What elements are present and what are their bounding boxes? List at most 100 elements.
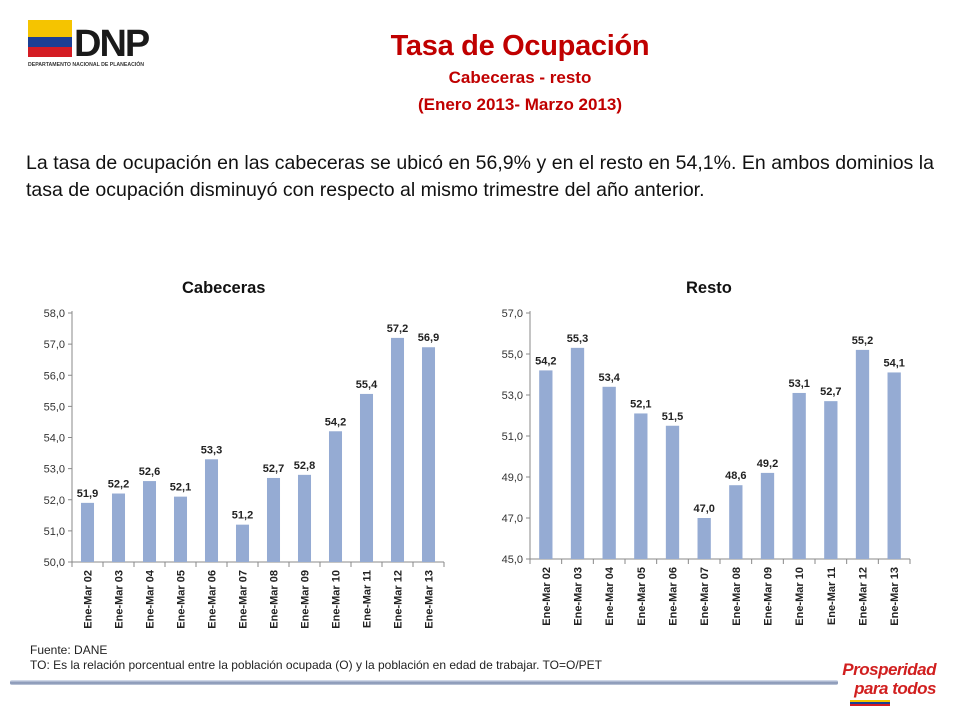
- data-label: 54,2: [325, 416, 346, 428]
- y-tick-label: 55,0: [502, 349, 523, 361]
- category-label: Ene-Mar 04: [604, 566, 616, 626]
- logo-wordmark: DNP: [74, 23, 150, 65]
- category-label: Ene-Mar 13: [889, 567, 901, 626]
- header: Tasa de Ocupación Cabeceras - resto (Ene…: [250, 28, 790, 116]
- brand-swoosh: [850, 700, 890, 706]
- category-label: Ene-Mar 08: [269, 570, 281, 629]
- bar: [421, 347, 436, 562]
- bar: [359, 393, 374, 562]
- category-label: Ene-Mar 02: [83, 570, 95, 629]
- y-tick-label: 51,0: [44, 526, 65, 538]
- data-label: 55,4: [356, 379, 378, 391]
- bar: [204, 459, 219, 562]
- footer-divider: [10, 680, 838, 685]
- bar: [390, 337, 405, 562]
- category-label: Ene-Mar 09: [300, 570, 312, 629]
- bar: [602, 386, 616, 559]
- category-label: Ene-Mar 12: [858, 567, 870, 626]
- data-label: 51,2: [232, 510, 253, 522]
- data-label: 52,2: [108, 479, 129, 491]
- category-label: Ene-Mar 06: [668, 567, 680, 626]
- bar: [887, 372, 901, 559]
- category-label: Ene-Mar 05: [176, 570, 188, 629]
- page-title: Tasa de Ocupación: [390, 30, 650, 62]
- category-label: Ene-Mar 07: [699, 567, 711, 626]
- data-label: 53,1: [788, 378, 809, 390]
- summary-paragraph: La tasa de ocupación en las cabeceras se…: [26, 152, 934, 201]
- data-label: 57,2: [387, 323, 408, 335]
- category-label: Ene-Mar 07: [238, 570, 250, 629]
- y-tick-label: 55,0: [44, 401, 65, 413]
- flag-yellow-stripe: [28, 20, 72, 37]
- data-label: 55,3: [567, 333, 588, 345]
- category-label: Ene-Mar 03: [114, 570, 126, 629]
- y-tick-label: 57,0: [502, 308, 523, 320]
- bar: [297, 474, 312, 562]
- data-label: 52,1: [630, 398, 651, 410]
- bar: [570, 347, 585, 559]
- bar: [266, 477, 281, 562]
- bar: [80, 502, 95, 562]
- category-label: Ene-Mar 02: [541, 567, 553, 626]
- bar: [111, 493, 126, 562]
- y-tick-label: 57,0: [44, 339, 65, 351]
- y-tick-label: 53,0: [502, 390, 523, 402]
- y-tick-label: 51,0: [502, 431, 523, 443]
- bar: [634, 413, 648, 559]
- y-tick-label: 52,0: [44, 495, 65, 507]
- category-label: Ene-Mar 10: [794, 567, 806, 626]
- page-subtitle: Cabeceras - resto: [448, 68, 592, 87]
- bar: [235, 524, 250, 562]
- category-label: Ene-Mar 05: [636, 567, 648, 626]
- brand-line-1: Prosperidad: [842, 660, 936, 679]
- y-tick-label: 45,0: [502, 554, 523, 566]
- data-label: 55,2: [852, 335, 873, 347]
- category-label: Ene-Mar 13: [424, 570, 436, 629]
- dnp-logo: DNP DEPARTAMENTO NACIONAL DE PLANEACIÓN: [28, 20, 152, 68]
- data-label: 47,0: [693, 503, 714, 515]
- y-tick-label: 53,0: [44, 464, 65, 476]
- prosperidad-logo: Prosperidad para todos: [842, 660, 946, 710]
- data-label: 52,6: [139, 466, 160, 478]
- category-label: Ene-Mar 06: [207, 570, 219, 629]
- y-tick-label: 47,0: [502, 513, 523, 525]
- page-period: (Enero 2013- Marzo 2013): [417, 95, 623, 114]
- logo-caption: DEPARTAMENTO NACIONAL DE PLANEACIÓN: [28, 60, 144, 68]
- chart-title-resto: Resto: [686, 279, 732, 297]
- bar: [665, 425, 680, 559]
- category-label: Ene-Mar 11: [826, 567, 838, 625]
- bar: [824, 401, 838, 559]
- data-label: 51,9: [77, 488, 98, 500]
- data-label: 52,7: [263, 463, 284, 475]
- category-label: Ene-Mar 10: [331, 570, 343, 629]
- bar: [173, 496, 188, 562]
- chart-cabeceras: 50,0 51,0 52,0 53,0 54,0 55,0 56,0 57,0 58,0 51,9…: [44, 308, 445, 629]
- definition-text: TO: Es la relación porcentual entre la p…: [30, 658, 603, 672]
- data-label: 49,2: [757, 458, 778, 470]
- bar: [539, 370, 553, 559]
- y-tick-label: 58,0: [44, 308, 65, 320]
- y-tick-label: 49,0: [502, 472, 523, 484]
- chart-title-cabeceras: Cabeceras: [182, 279, 266, 297]
- data-label: 53,4: [598, 372, 620, 384]
- data-label: 51,5: [662, 411, 683, 423]
- y-tick-label: 50,0: [44, 557, 65, 569]
- y-tick-label: 56,0: [44, 370, 65, 382]
- brand-line-2: para todos: [854, 679, 936, 698]
- source-note: Fuente: DANE TO: Es la relación porcentu…: [30, 643, 602, 673]
- data-label: 54,1: [883, 357, 904, 369]
- category-label: Ene-Mar 03: [573, 567, 585, 626]
- data-label: 52,7: [820, 386, 841, 398]
- bar: [729, 485, 743, 559]
- bar: [328, 431, 343, 562]
- y-tick-label: 54,0: [44, 433, 65, 445]
- bar: [760, 472, 775, 559]
- category-label: Ene-Mar 08: [731, 567, 743, 626]
- flag-red-stripe: [28, 47, 72, 57]
- data-label: 52,1: [170, 482, 191, 494]
- source-text: Fuente: DANE: [30, 643, 108, 657]
- category-label: Ene-Mar 09: [763, 567, 775, 626]
- data-label: 56,9: [418, 332, 439, 344]
- bar: [855, 349, 870, 559]
- bar: [142, 481, 157, 562]
